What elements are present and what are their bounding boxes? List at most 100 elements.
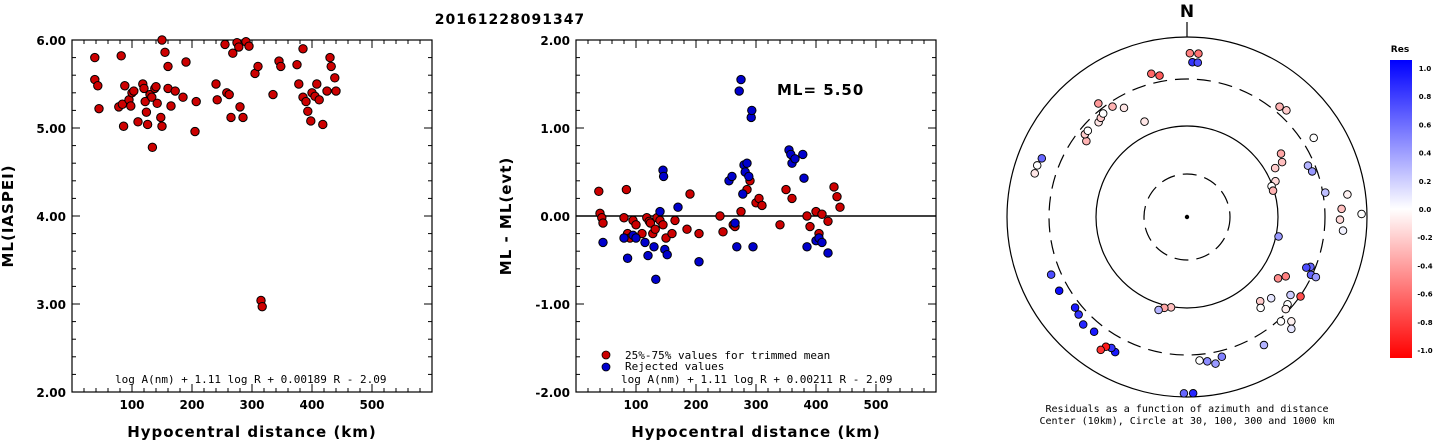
left-point	[312, 79, 322, 89]
middle-y-tick-label: 0.00	[540, 210, 570, 224]
left-point	[163, 61, 173, 72]
left-x-tick-label: 100	[119, 398, 144, 412]
legend-label-trimmed: 25%-75% values for trimmed mean	[625, 349, 830, 362]
left-point	[90, 52, 100, 63]
middle-point	[727, 171, 737, 182]
middle-point	[619, 233, 629, 243]
middle-point	[798, 149, 808, 160]
left-point	[257, 301, 267, 312]
middle-point	[670, 215, 680, 226]
residual-point	[1338, 226, 1348, 235]
left-point	[268, 89, 278, 100]
middle-point	[802, 211, 812, 221]
middle-point	[823, 216, 833, 226]
middle-point	[682, 224, 692, 234]
residual-point	[1030, 169, 1039, 178]
left-point	[298, 44, 308, 54]
ring-30km	[1143, 173, 1231, 261]
middle-point	[649, 242, 659, 252]
colorbar-tick-label: 0.8	[1419, 93, 1432, 101]
middle-point	[817, 209, 827, 219]
residual-point	[1281, 304, 1290, 314]
left-point	[170, 86, 180, 96]
left-point	[152, 98, 162, 109]
middle-point	[730, 218, 740, 228]
residual-point	[1357, 209, 1366, 219]
left-point	[212, 95, 222, 105]
left-point	[178, 92, 188, 102]
middle-y-tick-label: 1.00	[540, 122, 570, 136]
left-point	[292, 59, 302, 70]
middle-x-tick-label: 100	[623, 398, 648, 412]
left-point	[93, 81, 103, 91]
left-point	[238, 112, 248, 123]
middle-tick-marks: 100 200 300 400 500 -2.00 -1.00 0.00 1.00 2.00	[535, 34, 936, 412]
colorbar-tick-label: -0.2	[1417, 234, 1432, 242]
residual-map: N Residuals as a function of azimuth and…	[1006, 2, 1368, 427]
residual-point	[1070, 303, 1080, 312]
middle-point	[650, 224, 660, 234]
middle-data-points	[594, 74, 845, 285]
residual-point	[1256, 303, 1265, 313]
middle-point	[685, 189, 695, 199]
middle-point	[832, 191, 842, 202]
residual-point	[1309, 133, 1318, 143]
left-point	[253, 61, 263, 72]
colorbar-tick-label: 0.2	[1419, 178, 1432, 186]
residual-point	[1276, 149, 1286, 158]
residual-point	[1078, 320, 1088, 329]
left-point	[276, 61, 286, 72]
middle-point	[775, 220, 785, 230]
left-x-tick-label: 200	[179, 398, 204, 412]
middle-point	[805, 221, 815, 232]
middle-point	[667, 228, 677, 239]
middle-x-tick-label: 400	[803, 398, 828, 412]
left-x-tick-label: 500	[359, 398, 384, 412]
ring-1000km	[1006, 36, 1368, 398]
residual-point	[1203, 357, 1212, 366]
left-point	[294, 79, 304, 89]
residual-point	[1154, 305, 1163, 315]
epicenter-dot	[1184, 214, 1190, 220]
residual-point	[1277, 157, 1287, 167]
colorbar-tick-label: -0.8	[1417, 319, 1432, 327]
colorbar-gradient	[1390, 60, 1412, 358]
left-x-tick-label: 300	[239, 398, 264, 412]
left-y-axis-label: ML(IASPEI)	[0, 164, 17, 267]
colorbar-tick-label: -0.4	[1417, 262, 1432, 270]
left-point	[147, 92, 157, 102]
residual-point	[1302, 263, 1311, 272]
left-point	[160, 47, 170, 58]
residual-point	[1286, 290, 1295, 300]
left-point	[318, 119, 328, 130]
left-point	[322, 86, 332, 96]
residual-point	[1098, 109, 1108, 118]
left-point	[147, 142, 158, 153]
left-y-tick-label: 4.00	[36, 210, 66, 224]
left-point	[330, 73, 340, 83]
residual-point	[1046, 270, 1056, 279]
left-point	[331, 86, 341, 96]
residual-point	[1270, 163, 1280, 173]
residual-point	[1321, 188, 1330, 197]
middle-point	[598, 218, 608, 228]
middle-point	[694, 228, 704, 239]
residual-point	[1147, 69, 1156, 79]
left-point	[151, 81, 161, 92]
left-point	[133, 117, 143, 127]
middle-point	[622, 253, 633, 263]
ml-annotation: ML= 5.50	[777, 81, 864, 99]
left-point	[244, 41, 254, 51]
colorbar-tick-labels: 1.0 0.8 0.6 0.4 0.2 0.0 -0.2 -0.4 -0.6 -0.8 -1.0	[1417, 65, 1432, 355]
residual-point	[1140, 117, 1149, 126]
middle-point	[748, 242, 758, 252]
middle-point	[655, 206, 665, 217]
left-point	[211, 79, 221, 89]
ring-300km	[1048, 78, 1326, 356]
left-x-axis-label: Hypocentral distance (km)	[127, 423, 377, 441]
residual-point	[1266, 294, 1276, 303]
middle-panel: 100 200 300 400 500 -2.00 -1.00 0.00 1.00 2.00 ML…	[497, 34, 937, 441]
residual-point	[1211, 359, 1220, 368]
middle-point	[744, 171, 754, 182]
